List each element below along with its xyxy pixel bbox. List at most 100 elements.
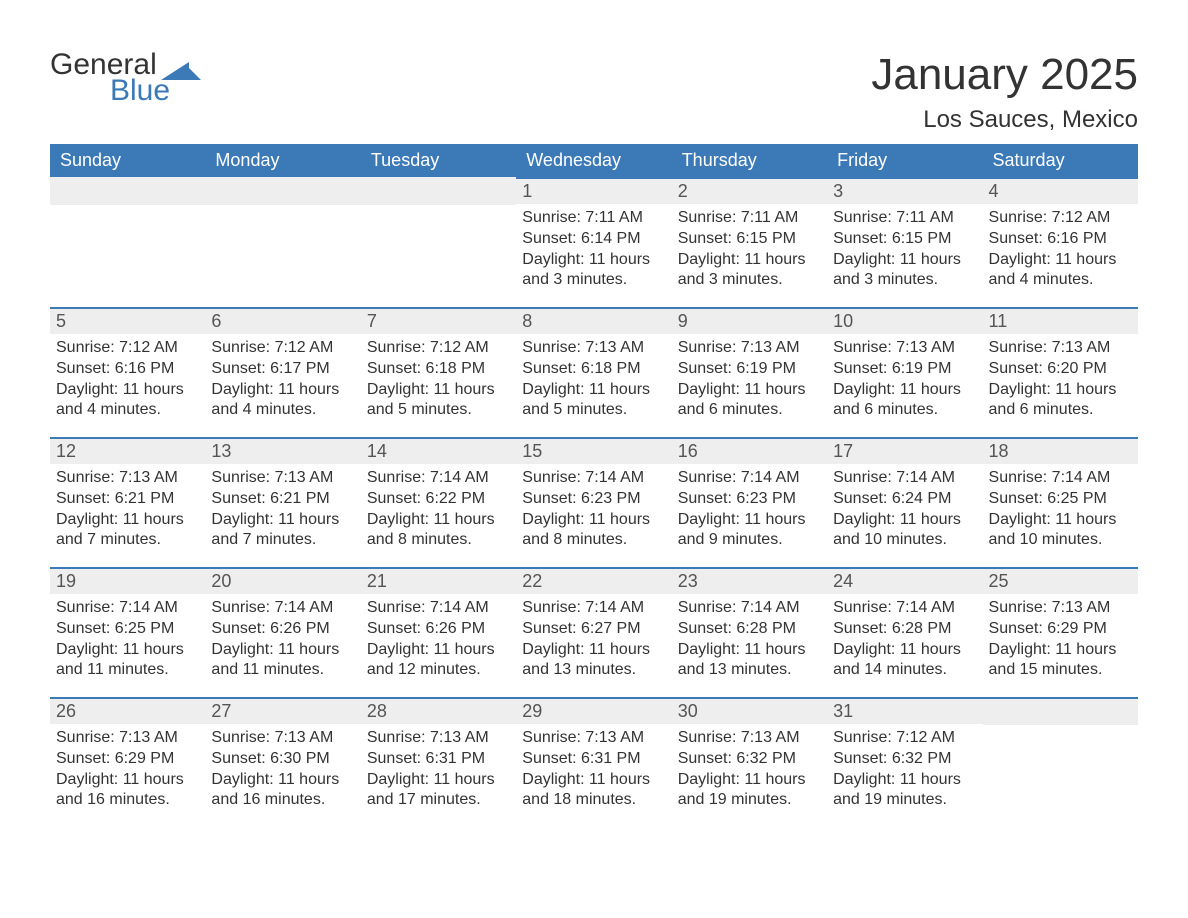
sunset-label: Sunset:	[678, 620, 737, 637]
calendar-week-row: 19Sunrise: 7:14 AMSunset: 6:25 PMDayligh…	[50, 567, 1138, 697]
day-number: 11	[983, 307, 1138, 334]
sunset-value: 6:30 PM	[270, 750, 330, 767]
day-details: Sunrise: 7:12 AMSunset: 6:16 PMDaylight:…	[983, 204, 1138, 295]
calendar-head: SundayMondayTuesdayWednesdayThursdayFrid…	[50, 144, 1138, 177]
sunrise-value: 7:12 AM	[1052, 209, 1111, 226]
page-title: January 2025	[871, 50, 1138, 100]
day-details: Sunrise: 7:13 AMSunset: 6:31 PMDaylight:…	[516, 724, 671, 815]
sunset-line: Sunset: 6:31 PM	[522, 749, 665, 770]
sunset-line: Sunset: 6:20 PM	[989, 359, 1132, 380]
calendar-cell: 10Sunrise: 7:13 AMSunset: 6:19 PMDayligh…	[827, 307, 982, 437]
sunset-value: 6:26 PM	[270, 620, 330, 637]
sunset-line: Sunset: 6:16 PM	[989, 229, 1132, 250]
sunset-line: Sunset: 6:28 PM	[833, 619, 976, 640]
sunset-value: 6:26 PM	[426, 620, 486, 637]
sunset-line: Sunset: 6:16 PM	[56, 359, 199, 380]
sunrise-label: Sunrise:	[211, 729, 274, 746]
calendar-cell: 25Sunrise: 7:13 AMSunset: 6:29 PMDayligh…	[983, 567, 1138, 697]
day-details: Sunrise: 7:11 AMSunset: 6:14 PMDaylight:…	[516, 204, 671, 295]
sunrise-line: Sunrise: 7:13 AM	[989, 598, 1132, 619]
sunset-line: Sunset: 6:23 PM	[522, 489, 665, 510]
daylight-label: Daylight:	[56, 771, 123, 788]
sunset-label: Sunset:	[989, 230, 1048, 247]
sunset-line: Sunset: 6:31 PM	[367, 749, 510, 770]
daylight-label: Daylight:	[678, 771, 745, 788]
sunset-value: 6:22 PM	[426, 490, 486, 507]
daylight-label: Daylight:	[833, 511, 900, 528]
sunrise-label: Sunrise:	[367, 469, 430, 486]
weekday-header: Monday	[205, 144, 360, 177]
day-number: 21	[361, 567, 516, 594]
sunset-value: 6:28 PM	[892, 620, 952, 637]
daylight-line: Daylight: 11 hours and 7 minutes.	[211, 510, 354, 552]
sunset-label: Sunset:	[833, 620, 892, 637]
daylight-line: Daylight: 11 hours and 9 minutes.	[678, 510, 821, 552]
sunrise-line: Sunrise: 7:12 AM	[989, 208, 1132, 229]
sunrise-value: 7:14 AM	[275, 599, 334, 616]
day-number: 10	[827, 307, 982, 334]
sunset-line: Sunset: 6:21 PM	[211, 489, 354, 510]
daylight-line: Daylight: 11 hours and 8 minutes.	[367, 510, 510, 552]
calendar-cell: 27Sunrise: 7:13 AMSunset: 6:30 PMDayligh…	[205, 697, 360, 827]
daylight-line: Daylight: 11 hours and 19 minutes.	[833, 770, 976, 812]
day-details: Sunrise: 7:13 AMSunset: 6:20 PMDaylight:…	[983, 334, 1138, 425]
day-number: 5	[50, 307, 205, 334]
sunrise-label: Sunrise:	[56, 729, 119, 746]
calendar-cell: 7Sunrise: 7:12 AMSunset: 6:18 PMDaylight…	[361, 307, 516, 437]
sunset-line: Sunset: 6:29 PM	[989, 619, 1132, 640]
calendar-cell: 6Sunrise: 7:12 AMSunset: 6:17 PMDaylight…	[205, 307, 360, 437]
sunrise-value: 7:11 AM	[741, 209, 799, 226]
sunset-label: Sunset:	[56, 360, 115, 377]
day-number: 13	[205, 437, 360, 464]
sunset-label: Sunset:	[367, 490, 426, 507]
sunrise-value: 7:14 AM	[430, 469, 489, 486]
day-number: 24	[827, 567, 982, 594]
sunset-line: Sunset: 6:15 PM	[833, 229, 976, 250]
sunrise-label: Sunrise:	[522, 209, 585, 226]
sunrise-label: Sunrise:	[522, 339, 585, 356]
sunset-label: Sunset:	[56, 490, 115, 507]
sunset-value: 6:31 PM	[426, 750, 486, 767]
weekday-header: Thursday	[672, 144, 827, 177]
sunrise-label: Sunrise:	[56, 469, 119, 486]
sunset-line: Sunset: 6:15 PM	[678, 229, 821, 250]
calendar-cell: 16Sunrise: 7:14 AMSunset: 6:23 PMDayligh…	[672, 437, 827, 567]
day-number: 17	[827, 437, 982, 464]
sunset-label: Sunset:	[522, 620, 581, 637]
daylight-label: Daylight:	[56, 641, 123, 658]
sunrise-value: 7:12 AM	[119, 339, 178, 356]
day-details: Sunrise: 7:13 AMSunset: 6:32 PMDaylight:…	[672, 724, 827, 815]
sunrise-line: Sunrise: 7:12 AM	[56, 338, 199, 359]
daylight-line: Daylight: 11 hours and 18 minutes.	[522, 770, 665, 812]
day-details: Sunrise: 7:11 AMSunset: 6:15 PMDaylight:…	[672, 204, 827, 295]
weekday-header: Sunday	[50, 144, 205, 177]
calendar-cell: 11Sunrise: 7:13 AMSunset: 6:20 PMDayligh…	[983, 307, 1138, 437]
calendar-cell	[983, 697, 1138, 827]
sunset-line: Sunset: 6:30 PM	[211, 749, 354, 770]
sunset-label: Sunset:	[367, 620, 426, 637]
sunrise-value: 7:13 AM	[1052, 599, 1111, 616]
sunrise-label: Sunrise:	[367, 339, 430, 356]
sunset-label: Sunset:	[211, 360, 270, 377]
sunset-line: Sunset: 6:28 PM	[678, 619, 821, 640]
sunrise-label: Sunrise:	[211, 599, 274, 616]
sunrise-line: Sunrise: 7:11 AM	[522, 208, 665, 229]
daylight-line: Daylight: 11 hours and 10 minutes.	[833, 510, 976, 552]
daylight-label: Daylight:	[678, 511, 745, 528]
daylight-line: Daylight: 11 hours and 6 minutes.	[833, 380, 976, 422]
logo-word-blue: Blue	[110, 76, 201, 106]
sunrise-value: 7:14 AM	[585, 469, 644, 486]
daylight-line: Daylight: 11 hours and 6 minutes.	[678, 380, 821, 422]
daylight-label: Daylight:	[522, 381, 589, 398]
calendar-cell: 26Sunrise: 7:13 AMSunset: 6:29 PMDayligh…	[50, 697, 205, 827]
sunset-value: 6:16 PM	[115, 360, 175, 377]
day-details: Sunrise: 7:13 AMSunset: 6:29 PMDaylight:…	[50, 724, 205, 815]
sunrise-line: Sunrise: 7:14 AM	[522, 598, 665, 619]
daylight-line: Daylight: 11 hours and 4 minutes.	[211, 380, 354, 422]
calendar-cell: 21Sunrise: 7:14 AMSunset: 6:26 PMDayligh…	[361, 567, 516, 697]
sunrise-line: Sunrise: 7:13 AM	[211, 728, 354, 749]
sunrise-line: Sunrise: 7:13 AM	[367, 728, 510, 749]
daylight-line: Daylight: 11 hours and 17 minutes.	[367, 770, 510, 812]
sunrise-line: Sunrise: 7:13 AM	[678, 728, 821, 749]
sunset-line: Sunset: 6:32 PM	[833, 749, 976, 770]
